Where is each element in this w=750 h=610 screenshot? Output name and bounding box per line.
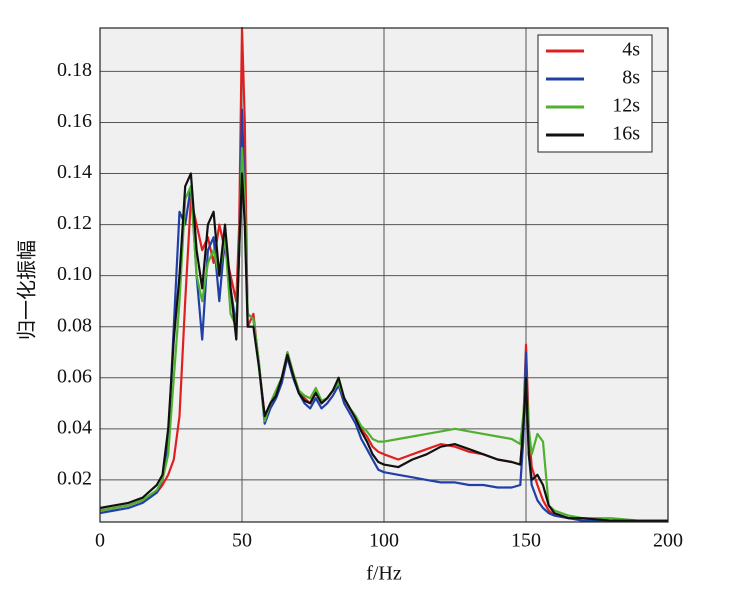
x-tick-label: 150 bbox=[511, 530, 541, 552]
y-tick-label: 0.16 bbox=[57, 110, 92, 132]
x-tick-label: 50 bbox=[232, 530, 252, 552]
legend-label: 8s bbox=[622, 67, 640, 89]
legend-label: 16s bbox=[612, 123, 640, 145]
y-axis-label: 归一化振幅 bbox=[15, 240, 39, 340]
legend-box bbox=[537, 34, 653, 153]
x-axis-label: f/Hz bbox=[366, 563, 402, 585]
y-tick-label: 0.10 bbox=[57, 263, 92, 285]
x-tick-label: 200 bbox=[653, 530, 683, 552]
legend-label: 12s bbox=[612, 95, 640, 117]
y-tick-label: 0.08 bbox=[57, 314, 92, 336]
y-tick-label: 0.02 bbox=[57, 467, 92, 489]
y-tick-label: 0.12 bbox=[57, 212, 92, 234]
x-tick-label: 0 bbox=[95, 530, 105, 552]
y-tick-label: 0.06 bbox=[57, 365, 92, 387]
y-tick-label: 0.14 bbox=[57, 161, 92, 183]
y-tick-label: 0.18 bbox=[57, 59, 92, 81]
plot-frame bbox=[99, 27, 669, 523]
y-tick-label: 0.04 bbox=[57, 416, 92, 438]
x-tick-label: 100 bbox=[369, 530, 399, 552]
series-line bbox=[99, 172, 668, 522]
legend-label: 4s bbox=[622, 39, 640, 61]
